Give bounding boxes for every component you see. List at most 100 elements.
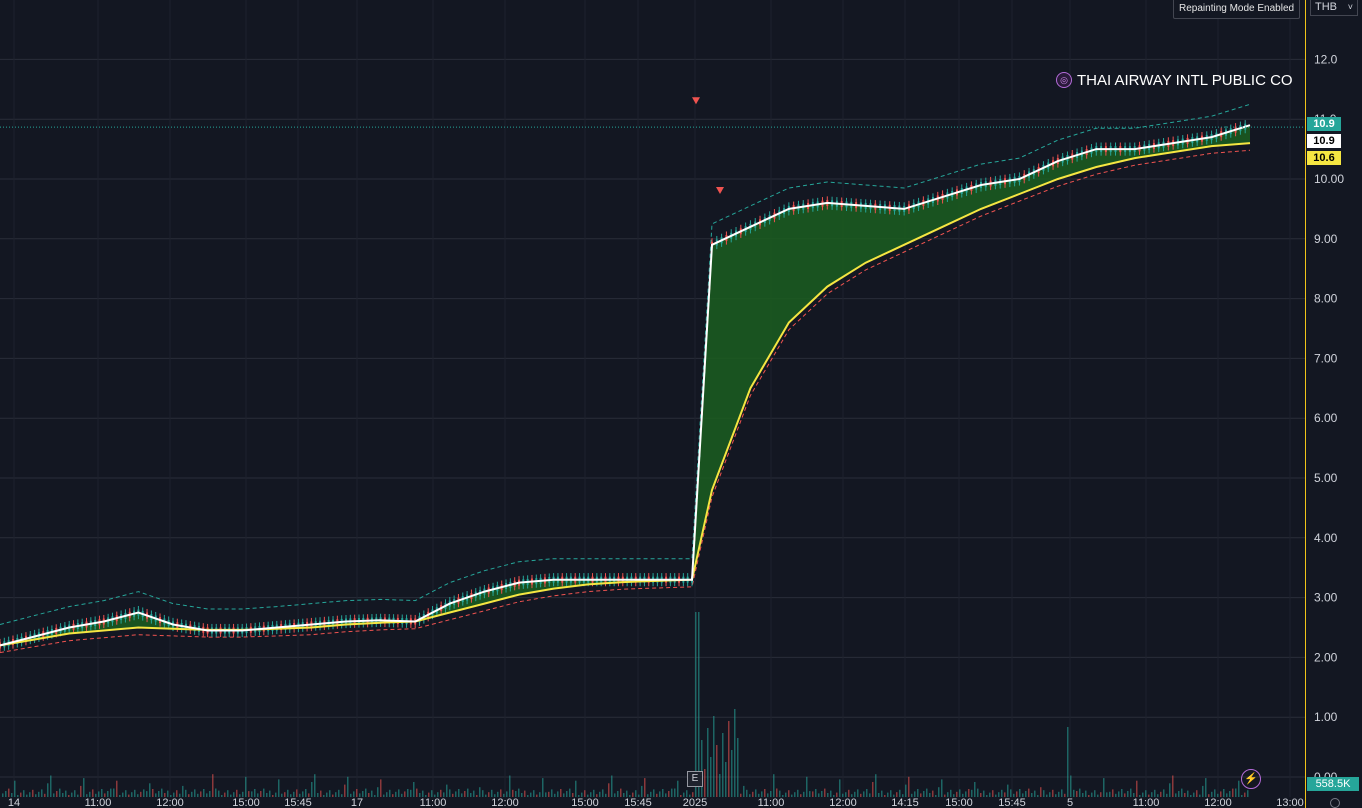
volume-bar [725,762,727,797]
volume-bar [122,792,124,797]
volume-bar [464,791,466,797]
volume-bar [764,789,766,797]
volume-bar [71,792,73,797]
volume-bar [260,791,262,797]
time-tick-label: 15:00 [232,797,260,808]
volume-bar [203,789,205,797]
volume-bar [665,793,667,797]
price-tick-label: 12.0 [1314,52,1338,66]
volume-bar [539,792,541,797]
volume-bar [278,779,280,797]
volume-bar [1217,793,1219,797]
volume-bar [896,792,898,797]
volume-bar [1175,793,1177,797]
symbol-title: ◎ THAI AIRWAY INTL PUBLIC CO [1056,70,1293,90]
volume-bar [1187,790,1189,797]
slow-ema-line [0,142,1251,647]
volume-bar [611,775,613,797]
volume-bar [23,790,25,797]
volume-bar [77,794,79,797]
gear-icon[interactable] [1330,798,1340,808]
volume-bar [389,789,391,797]
volume-bar [488,792,490,797]
chart-grid [0,0,1305,797]
volume-bar [815,789,817,797]
band-lower-line [0,149,1251,654]
time-tick-label: 11:00 [1133,797,1160,808]
volume-bar [755,789,757,797]
volume-tag: 558.5K [1307,777,1359,791]
volume-bar [908,776,910,797]
ema-price-tag: 10.6 [1307,151,1341,165]
volume-bar [236,789,238,797]
volume-bar [833,795,835,797]
volume-bar [209,791,211,797]
volume-bar [62,793,64,797]
volume-bar [623,793,625,797]
bolt-icon[interactable]: ⚡ [1241,769,1261,789]
volume-bar [1115,793,1117,797]
volume-bar [644,778,646,797]
volume-bar [989,792,991,797]
volume-bar [950,789,952,797]
volume-bar [458,789,460,797]
volume-bar [146,791,148,797]
volume-bar [56,791,58,797]
volume-bar [1241,795,1243,797]
volume-bar [392,794,394,797]
volume-bar [782,795,784,797]
volume-bar [86,794,88,797]
volume-bar [1238,780,1240,797]
price-axis[interactable] [1305,0,1362,808]
volume-bar [731,750,733,797]
volume-bar [32,789,34,797]
volume-bar [434,794,436,797]
volume-bar [716,745,718,797]
volume-bar [998,792,1000,797]
volume-bar [1103,778,1105,797]
volume-bar [1106,792,1108,797]
volume-bar [395,791,397,797]
volume-bar [1058,791,1060,797]
volume-bar [317,793,319,797]
volume-bar [965,791,967,797]
volume-bar [1127,791,1129,797]
volume-bar [257,793,259,797]
volume-bar [1118,791,1120,797]
volume-bar [509,775,511,797]
volume-bar [635,790,637,797]
currency-selector[interactable]: THB ˅ [1310,0,1358,16]
volume-bar [830,790,832,797]
volume-bar [746,789,748,797]
volume-bar [128,794,130,797]
volume-bar [233,792,235,797]
volume-bar [80,785,82,797]
volume-bar [1184,793,1186,797]
volume-bar [1073,789,1075,797]
volume-bar [1031,793,1033,797]
volume-bar [161,788,163,797]
volume-bar [284,792,286,797]
time-tick-label: 14:15 [891,797,919,808]
volume-bar [518,788,520,797]
volume-bar [773,774,775,797]
volume-bar [677,780,679,797]
earnings-marker[interactable]: E [687,771,703,787]
volume-bar [545,792,547,797]
volume-bar [905,784,907,797]
volume-bar [188,794,190,797]
volume-bar [713,716,715,797]
volume-bar [173,792,175,797]
volume-bar [140,791,142,797]
price-tick-label: 9.00 [1314,232,1338,246]
volume-bar [1211,791,1213,797]
volume-bar [842,793,844,797]
volume-bar [158,791,160,797]
volume-bar [527,795,529,797]
volume-bar [341,794,343,797]
volume-bar [428,792,430,797]
volume-bar [1199,794,1201,797]
volume-bar [401,793,403,797]
ma-price-tag: 10.9 [1307,134,1341,148]
